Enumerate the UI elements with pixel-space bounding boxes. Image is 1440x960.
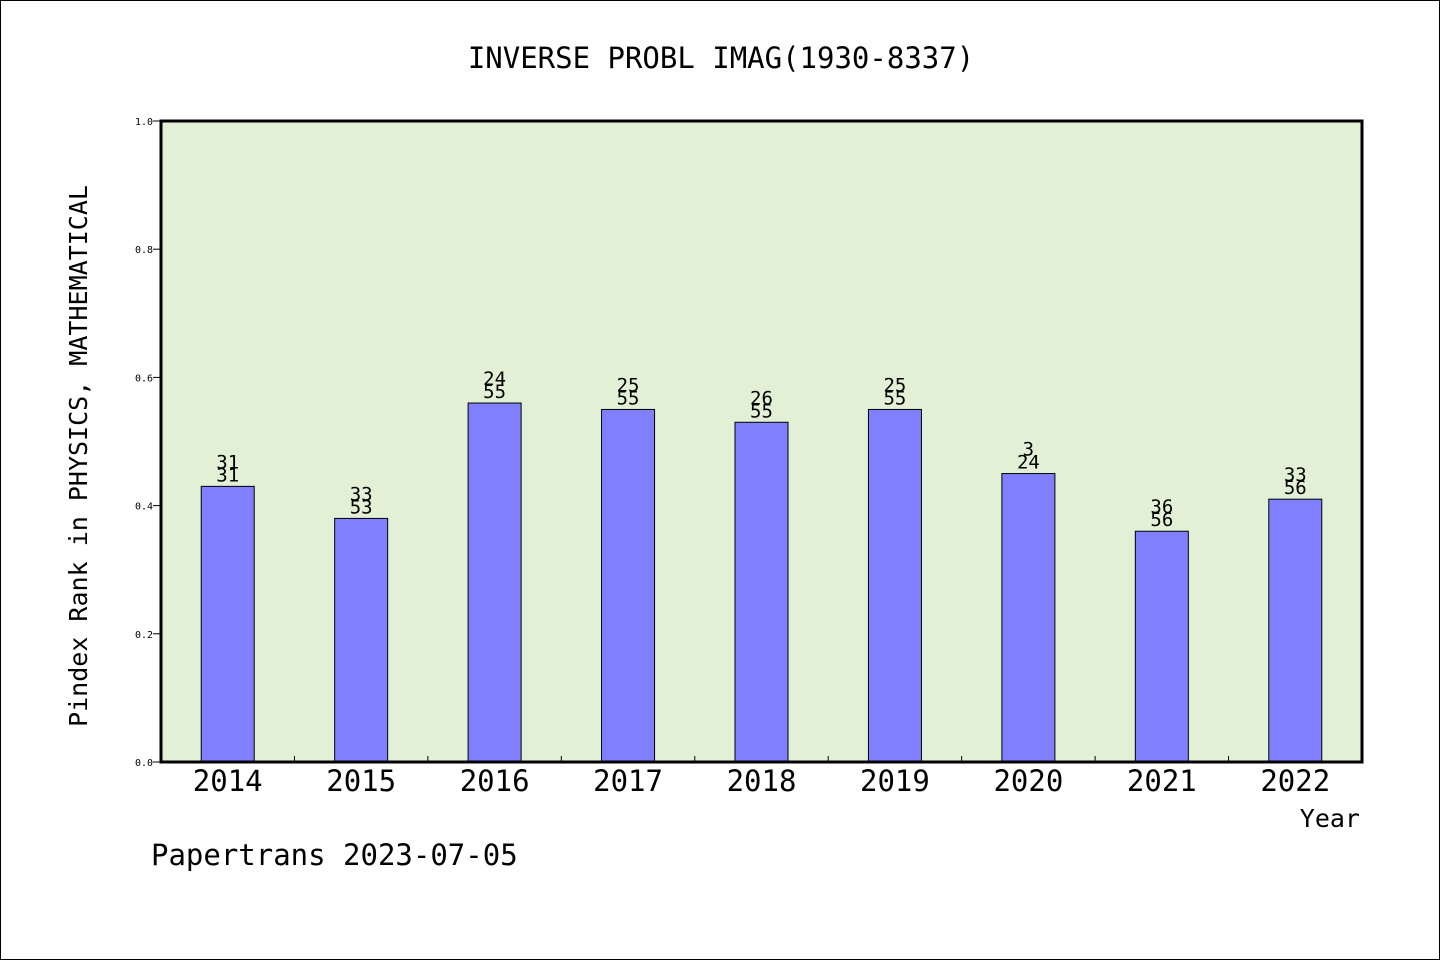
bar-label-bottom: 55 bbox=[883, 387, 906, 409]
x-tick-label: 2022 bbox=[1260, 764, 1330, 798]
bar-label-top: 36 bbox=[1150, 496, 1173, 518]
y-tick-label: 1.0 bbox=[135, 117, 153, 128]
bar-2018 bbox=[734, 421, 789, 763]
x-tick-label: 2016 bbox=[460, 764, 530, 798]
x-tick-label: 2017 bbox=[593, 764, 663, 798]
y-tick-label: 0.6 bbox=[135, 373, 153, 384]
bar-2015 bbox=[334, 517, 389, 763]
bar-2017 bbox=[601, 408, 656, 763]
bars bbox=[200, 402, 1323, 763]
y-axis-label: Pindex Rank in PHYSICS, MATHEMATICAL bbox=[64, 185, 93, 727]
y-tick-label: 0.4 bbox=[135, 502, 153, 513]
bar-label-bottom: 55 bbox=[750, 400, 773, 422]
bar-label-top: 31 bbox=[216, 451, 239, 473]
bar-2021 bbox=[1134, 530, 1189, 763]
bar-label-top: 3 bbox=[1023, 439, 1034, 461]
bar-label-top: 25 bbox=[617, 374, 640, 396]
x-tick-label: 2015 bbox=[326, 764, 396, 798]
x-axis-label: Year bbox=[1300, 804, 1360, 833]
x-tick-label: 2020 bbox=[993, 764, 1063, 798]
plot-border bbox=[159, 119, 1364, 764]
bar-label-top: 33 bbox=[350, 483, 373, 505]
chart-title: INVERSE PROBL IMAG(1930-8337) bbox=[468, 41, 974, 75]
bar-label-top: 24 bbox=[483, 368, 506, 390]
y-axis: 0.0 0.2 0.4 0.6 0.8 1.0 bbox=[135, 117, 161, 769]
x-tick-label: 2018 bbox=[727, 764, 797, 798]
bar-label-bottom: 24 bbox=[1017, 452, 1040, 474]
bar-2020 bbox=[1001, 473, 1056, 763]
bar-label-bottom: 55 bbox=[617, 387, 640, 409]
bar-label-top: 33 bbox=[1284, 464, 1307, 486]
y-tick-label: 0.8 bbox=[135, 245, 153, 256]
bar-label-bottom: 53 bbox=[350, 496, 373, 518]
bar-2016 bbox=[467, 402, 522, 763]
footer-credit: Papertrans 2023-07-05 bbox=[151, 838, 518, 872]
bar-2022 bbox=[1268, 498, 1323, 763]
bar-2014 bbox=[200, 485, 255, 763]
bar-label-top: 26 bbox=[750, 387, 773, 409]
bar-label-bottom: 55 bbox=[483, 381, 506, 403]
y-tick-label: 0.0 bbox=[135, 758, 153, 769]
bar-label-bottom: 56 bbox=[1150, 509, 1173, 531]
bar-label-bottom: 31 bbox=[216, 464, 239, 486]
x-tick-label: 2014 bbox=[193, 764, 263, 798]
x-tick-label: 2019 bbox=[860, 764, 930, 798]
bar-2019 bbox=[867, 408, 922, 763]
bar-label-top: 25 bbox=[883, 374, 906, 396]
x-tick-label: 2021 bbox=[1127, 764, 1197, 798]
x-axis: 2014 2015 2016 2017 2018 2019 2020 2021 2022 bbox=[193, 756, 1330, 798]
y-tick-label: 0.2 bbox=[135, 630, 153, 641]
bar-label-bottom: 56 bbox=[1284, 477, 1307, 499]
